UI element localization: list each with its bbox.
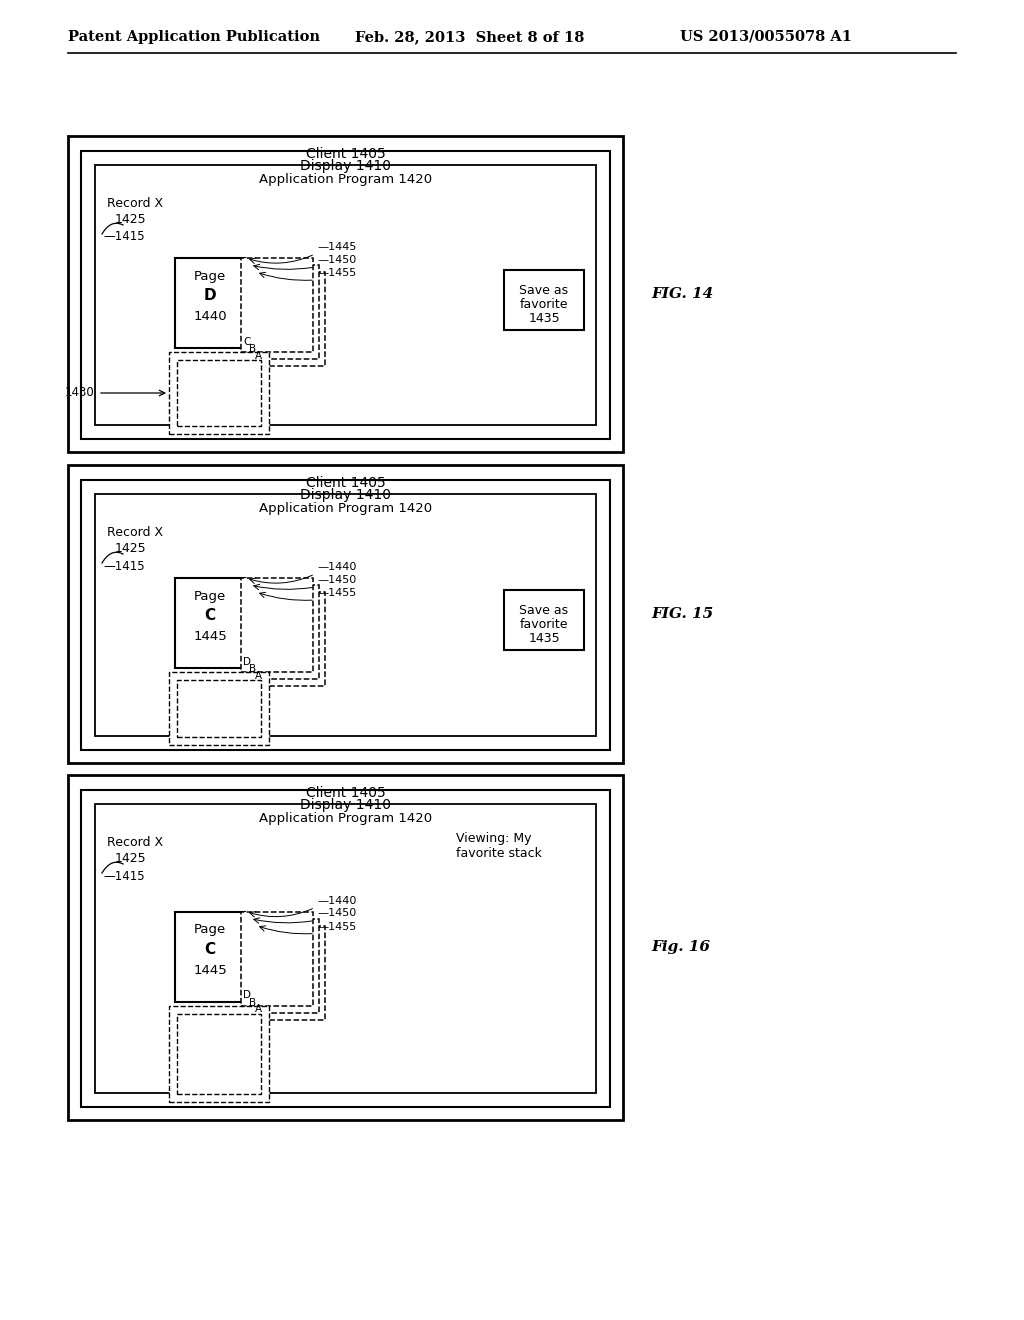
Text: US 2013/0055078 A1: US 2013/0055078 A1 — [680, 30, 852, 44]
Bar — [241, 912, 313, 1006]
Text: —1440: —1440 — [317, 895, 356, 906]
Text: Viewing: My
favorite stack: Viewing: My favorite stack — [456, 832, 542, 861]
Bar — [95, 165, 596, 425]
Text: —1415: —1415 — [103, 870, 144, 883]
Text: —1415: —1415 — [103, 231, 144, 243]
Bar — [177, 360, 261, 426]
Text: D: D — [204, 288, 216, 304]
Text: Patent Application Publication: Patent Application Publication — [68, 30, 319, 44]
Bar — [504, 271, 584, 330]
Text: Page: Page — [194, 590, 226, 603]
Bar — [95, 804, 596, 1093]
Text: —1445: —1445 — [317, 242, 356, 252]
Text: favorite: favorite — [520, 297, 568, 310]
Bar — [95, 494, 596, 737]
Text: 1425: 1425 — [115, 851, 146, 865]
Text: Feb. 28, 2013  Sheet 8 of 18: Feb. 28, 2013 Sheet 8 of 18 — [355, 30, 585, 44]
Bar — [68, 465, 623, 763]
Text: Fig. 16: Fig. 16 — [651, 940, 710, 954]
Bar — [177, 1014, 261, 1094]
Text: Application Program 1420: Application Program 1420 — [259, 173, 432, 186]
Bar — [253, 591, 325, 686]
Text: 1435: 1435 — [528, 631, 560, 644]
Text: 1430: 1430 — [65, 387, 94, 400]
Text: Save as: Save as — [519, 284, 568, 297]
Bar — [247, 585, 319, 678]
Text: —1440: —1440 — [317, 562, 356, 572]
Text: 1445: 1445 — [194, 630, 227, 643]
Text: 1440: 1440 — [194, 310, 226, 323]
Bar — [247, 919, 319, 1012]
Bar — [241, 257, 313, 352]
Bar — [68, 775, 623, 1119]
Text: Display 1410: Display 1410 — [300, 799, 391, 812]
Text: Application Program 1420: Application Program 1420 — [259, 502, 432, 515]
Bar — [81, 150, 610, 440]
Text: B: B — [249, 345, 256, 354]
Text: Display 1410: Display 1410 — [300, 488, 391, 502]
Bar — [253, 925, 325, 1019]
Text: Page: Page — [194, 271, 226, 282]
Bar — [247, 265, 319, 359]
Text: favorite: favorite — [520, 618, 568, 631]
Text: —1415: —1415 — [103, 560, 144, 573]
Text: Client 1405: Client 1405 — [305, 477, 385, 490]
Text: FIG. 15: FIG. 15 — [651, 607, 714, 620]
Text: Client 1405: Client 1405 — [305, 147, 385, 161]
Text: Record X: Record X — [106, 836, 163, 849]
Text: Page: Page — [194, 924, 226, 936]
Text: FIG. 14: FIG. 14 — [651, 286, 714, 301]
Text: 1425: 1425 — [115, 543, 146, 554]
Text: B: B — [249, 998, 256, 1007]
Text: Save as: Save as — [519, 603, 568, 616]
Text: —1455: —1455 — [317, 587, 356, 598]
Text: A: A — [255, 351, 262, 360]
Text: —1455: —1455 — [317, 268, 356, 279]
Text: D: D — [243, 657, 251, 667]
Text: Record X: Record X — [106, 525, 163, 539]
Text: 1445: 1445 — [194, 964, 227, 977]
Bar — [504, 590, 584, 649]
Bar — [175, 257, 245, 348]
Text: —1450: —1450 — [317, 576, 356, 585]
Bar — [177, 680, 261, 737]
Text: —1450: —1450 — [317, 908, 356, 919]
Bar — [169, 352, 269, 434]
Text: 1435: 1435 — [528, 312, 560, 325]
Text: C: C — [205, 609, 216, 623]
Text: A: A — [255, 1005, 262, 1015]
Bar — [175, 578, 245, 668]
Text: Application Program 1420: Application Program 1420 — [259, 812, 432, 825]
Text: C: C — [243, 337, 251, 347]
Bar — [253, 272, 325, 366]
Bar — [169, 672, 269, 744]
Text: 1425: 1425 — [115, 213, 146, 226]
Bar — [81, 789, 610, 1107]
Text: D: D — [243, 990, 251, 1001]
Text: Client 1405: Client 1405 — [305, 785, 385, 800]
Text: Record X: Record X — [106, 197, 163, 210]
Bar — [81, 480, 610, 750]
Bar — [169, 1006, 269, 1102]
Text: —1455: —1455 — [317, 921, 356, 932]
Bar — [68, 136, 623, 451]
Text: —1450: —1450 — [317, 255, 356, 265]
Text: C: C — [205, 941, 216, 957]
Text: A: A — [255, 671, 262, 681]
Bar — [241, 578, 313, 672]
Bar — [175, 912, 245, 1002]
Text: Display 1410: Display 1410 — [300, 158, 391, 173]
Text: B: B — [249, 664, 256, 675]
